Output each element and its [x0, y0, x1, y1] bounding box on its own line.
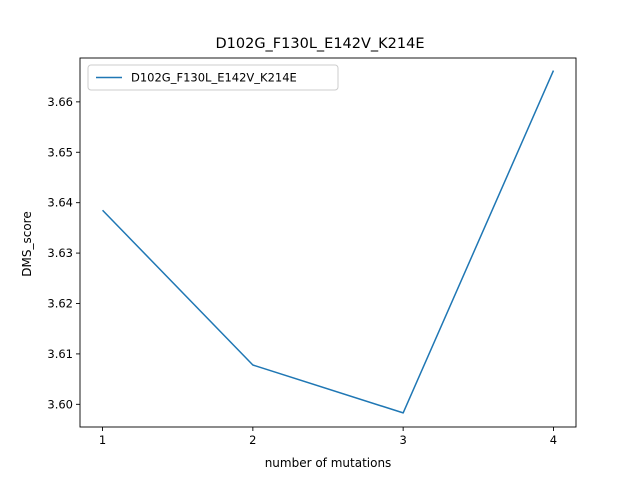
x-tick-label: 4 — [550, 433, 557, 447]
chart-title: D102G_F130L_E142V_K214E — [215, 36, 424, 52]
y-tick-label: 3.61 — [47, 347, 73, 361]
x-tick-label: 2 — [249, 433, 256, 447]
x-tick-label: 1 — [99, 433, 106, 447]
y-tick-label: 3.64 — [47, 196, 73, 210]
plot-area: 1 2 3 4 3.60 3.61 3.62 3.63 3.64 3.65 3.66 — [47, 57, 577, 447]
y-tick-label: 3.62 — [47, 296, 73, 310]
axes-frame — [79, 57, 577, 428]
x-tick-label: 3 — [399, 433, 406, 447]
legend: D102G_F130L_E142V_K214E — [87, 64, 339, 91]
legend-label: D102G_F130L_E142V_K214E — [131, 71, 297, 85]
legend-box — [87, 64, 339, 91]
y-tick-label: 3.63 — [47, 246, 73, 260]
x-axis-label: number of mutations — [265, 456, 392, 470]
y-axis-label: DMS_score — [20, 211, 34, 276]
series-line-1 — [102, 70, 555, 414]
y-tick-label: 3.60 — [47, 397, 73, 411]
y-tick-label: 3.65 — [47, 145, 73, 159]
y-tick-label: 3.66 — [47, 95, 73, 109]
